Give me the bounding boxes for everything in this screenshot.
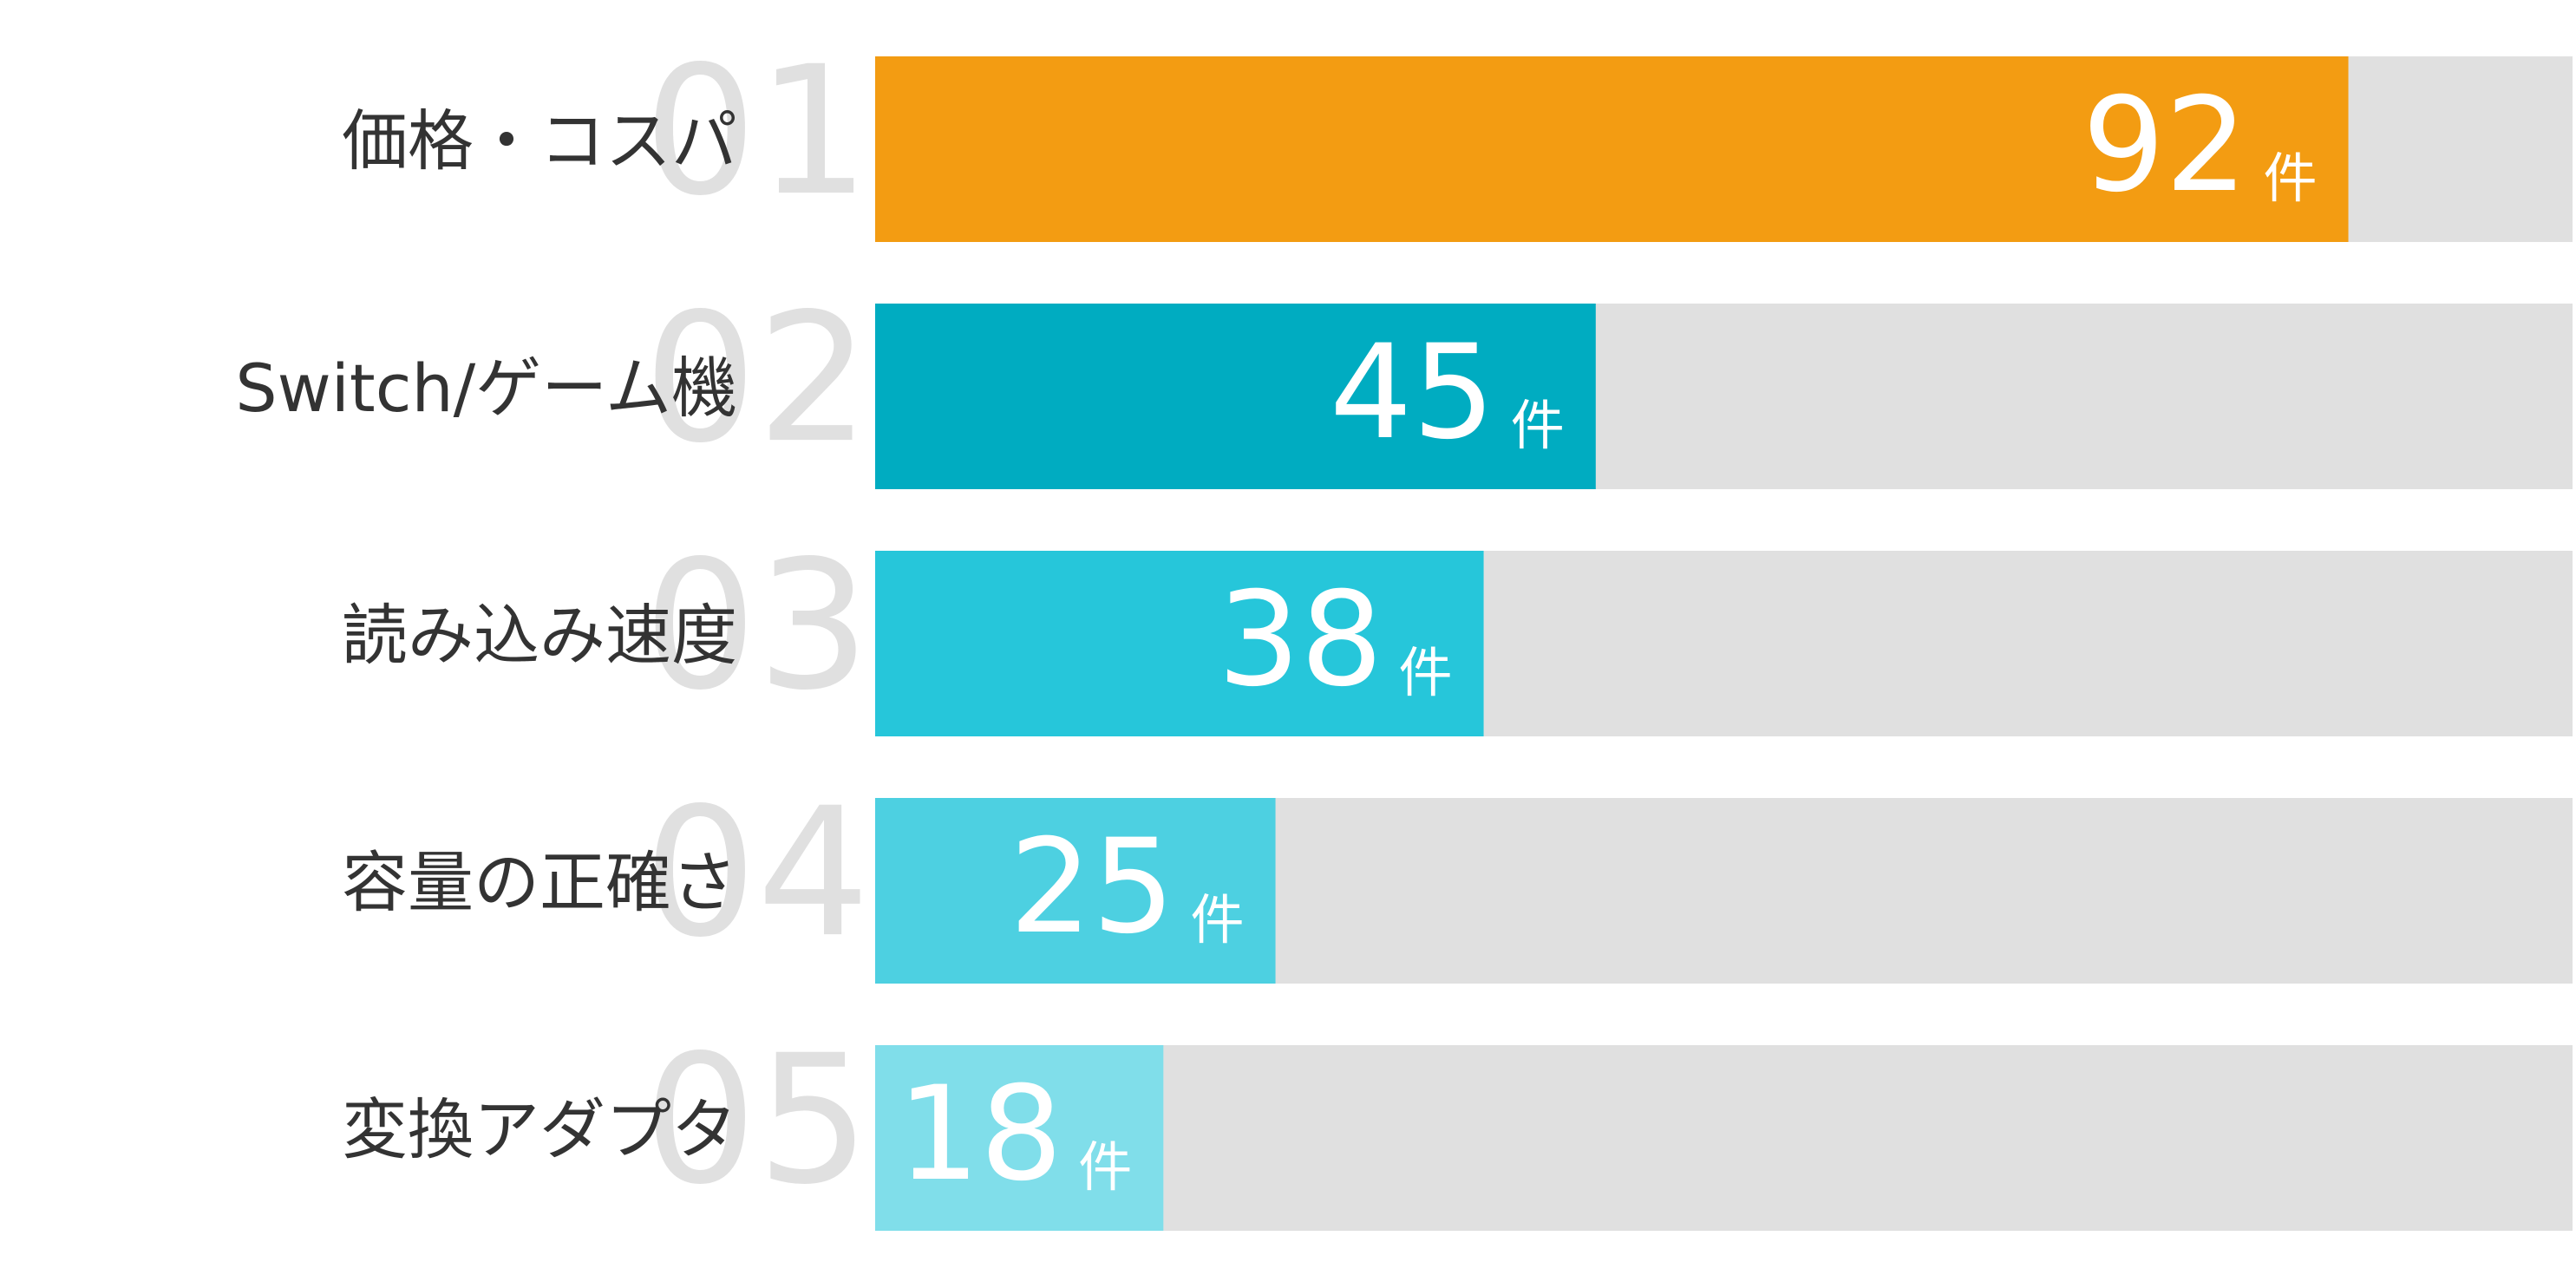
rank-number: 02 — [644, 276, 870, 482]
category-label: 容量の正確さ — [342, 844, 737, 921]
rank-number: 05 — [644, 1017, 870, 1224]
value-label: 45 — [1330, 317, 1495, 468]
bar — [875, 56, 2349, 242]
value-label: 92 — [2082, 70, 2248, 221]
rank-number: 04 — [644, 770, 870, 977]
category-label: 価格・コスパ — [342, 102, 737, 180]
bar — [875, 798, 1276, 984]
bar — [875, 1045, 1164, 1231]
bar — [875, 304, 1596, 489]
value-label: 38 — [1218, 565, 1383, 716]
category-label: 読み込み速度 — [342, 597, 737, 674]
bar — [875, 551, 1484, 736]
value-unit: 件 — [1511, 394, 1565, 457]
value-unit: 件 — [2264, 147, 2318, 210]
category-label: 変換アダプタ — [342, 1091, 737, 1168]
value-unit: 件 — [1399, 641, 1453, 704]
value-unit: 件 — [1078, 1135, 1132, 1199]
value-label: 18 — [897, 1059, 1062, 1210]
category-label: Switch/ゲーム機 — [235, 350, 737, 427]
rank-number: 01 — [644, 29, 870, 235]
value-unit: 件 — [1191, 888, 1245, 951]
value-label: 25 — [1010, 812, 1175, 963]
rank-number: 03 — [644, 523, 870, 729]
